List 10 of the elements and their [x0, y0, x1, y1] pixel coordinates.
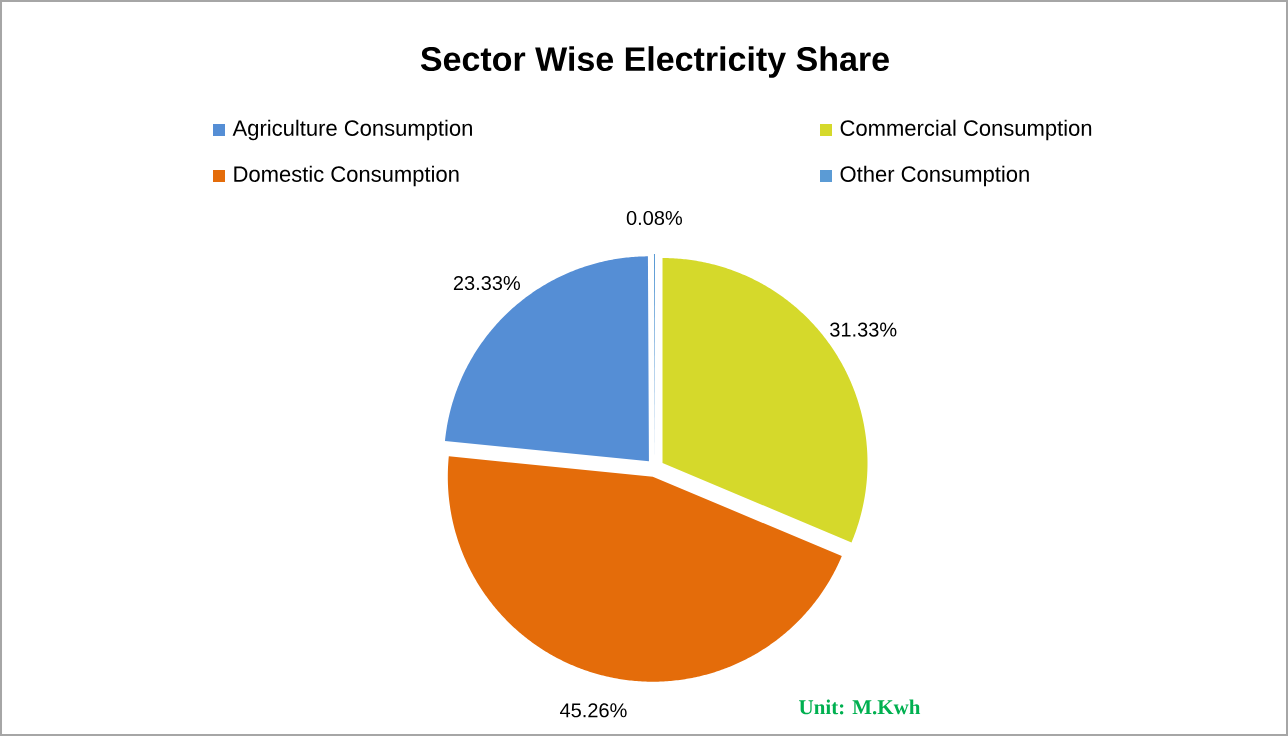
legend-label: Other Consumption [840, 165, 1029, 187]
data-label: 23.33% [453, 275, 520, 291]
data-label: 0.08% [626, 210, 683, 226]
legend-label: Commercial Consumption [840, 119, 1092, 141]
legend-label: Domestic Consumption [234, 165, 459, 187]
data-label: 45.26% [559, 703, 627, 718]
chart-title: Sector Wise Electricity Share [420, 46, 889, 78]
legend-label: Agriculture Consumption [232, 119, 472, 141]
text: Unit: M.Kwh [799, 699, 921, 715]
data-label: 31.33% [830, 322, 897, 337]
